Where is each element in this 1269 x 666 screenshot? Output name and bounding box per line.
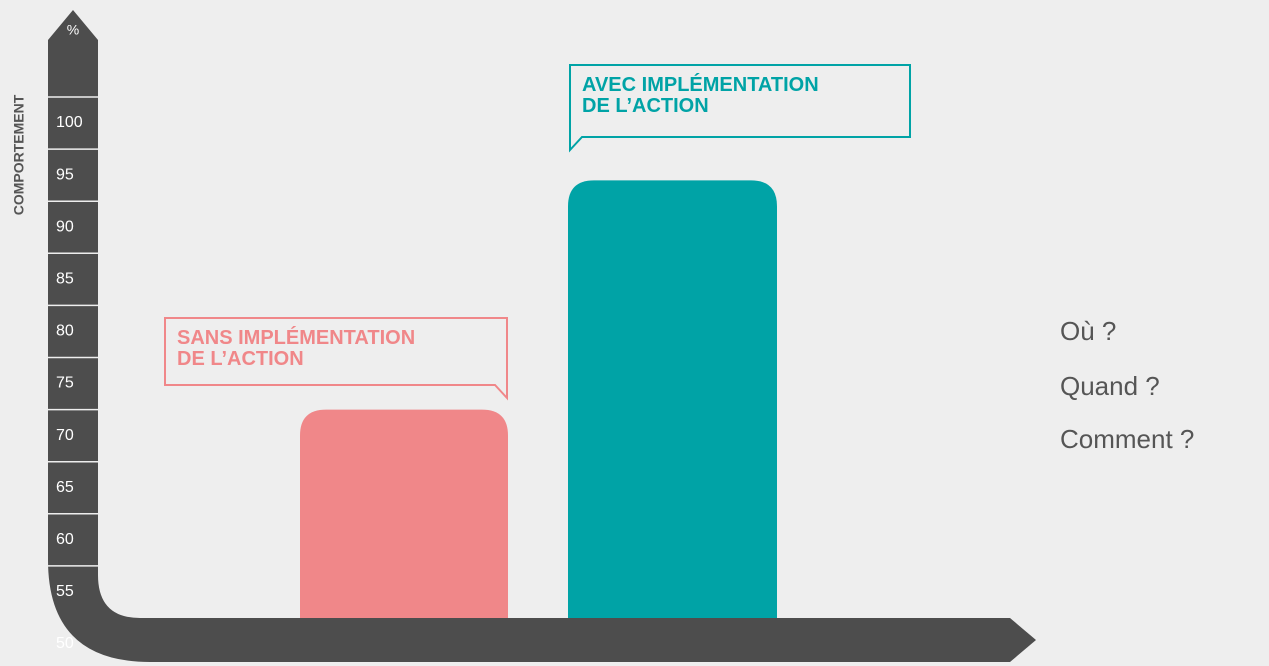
y-tick-label: 70 <box>56 427 74 444</box>
y-tick-label: 85 <box>56 271 74 288</box>
y-tick-label: 60 <box>56 531 74 548</box>
y-tick-label: 100 <box>56 114 83 131</box>
y-tick-label: 55 <box>56 583 74 600</box>
annotation: Quand ? <box>1060 371 1160 401</box>
category-label: AVEC IMPLÉMENTATION DE L’ACTION <box>582 74 819 117</box>
callout-box <box>164 317 508 401</box>
annotation: Comment ? <box>1060 424 1195 454</box>
annotation: Où ? <box>1060 316 1117 346</box>
y-tick-label: 65 <box>56 479 74 496</box>
callout-box <box>569 64 911 153</box>
category-label: SANS IMPLÉMENTATION DE L’ACTION <box>177 327 416 370</box>
y-unit: % <box>67 22 79 38</box>
y-axis-label: COMPORTEMENT <box>11 94 27 215</box>
bar <box>568 180 777 619</box>
y-tick-label: 95 <box>56 166 74 183</box>
y-tick-label: 90 <box>56 218 74 235</box>
y-tick-label: 80 <box>56 323 74 340</box>
y-tick-label: 50 <box>56 635 74 652</box>
bar <box>300 409 508 618</box>
y-tick-label: 75 <box>56 375 74 392</box>
